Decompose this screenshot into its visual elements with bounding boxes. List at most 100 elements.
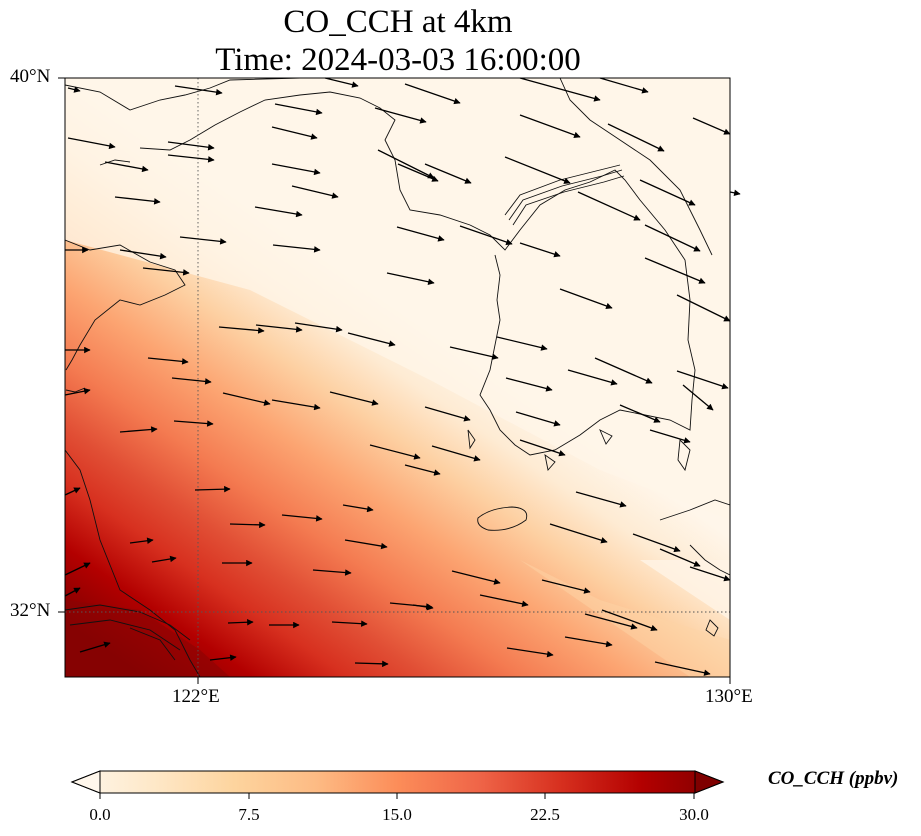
wind-arrow [549, 523, 608, 544]
colorbar-tick: 15.0 [382, 805, 412, 824]
wind-arrow [451, 570, 501, 585]
map-frame [64, 77, 731, 678]
wind-arrow [577, 191, 641, 221]
wind-arrow [227, 618, 254, 626]
map-subtitle-time: Time: 2024-03-03 16:00:00 [215, 42, 581, 78]
wind-arrow [171, 377, 212, 385]
wind-arrow [369, 444, 421, 460]
wind-arrow [519, 242, 561, 258]
wind-arrow [271, 126, 318, 140]
wind-arrow [67, 86, 81, 93]
concentration-field [65, 78, 730, 677]
wind-arrow [506, 647, 554, 658]
wind-arrow [119, 249, 167, 260]
wind-arrow [324, 77, 359, 88]
wind-arrow [347, 332, 396, 347]
axis-ticks [58, 77, 731, 684]
wind-arrow [599, 77, 649, 94]
wind-arrow [147, 357, 189, 365]
wind-arrow [254, 206, 303, 218]
wind-arrow [272, 244, 321, 253]
wind-arrow [179, 236, 227, 245]
gridlines [65, 78, 730, 677]
wind-arrow [619, 404, 661, 423]
wind-arrow [129, 537, 154, 544]
wind-arrow [496, 336, 548, 351]
wind-arrow [644, 257, 706, 284]
wind-arrow [222, 392, 271, 406]
wind-vectors [64, 77, 741, 676]
lat-tick-32n: 32°N [10, 600, 51, 621]
wind-arrow [682, 384, 714, 411]
wind-arrow [291, 185, 339, 199]
map-title: CO_CCH at 4km [283, 4, 513, 40]
wind-arrow [541, 579, 591, 594]
wind-arrow [271, 399, 321, 411]
wind-arrow [404, 83, 461, 105]
wind-arrow [689, 566, 731, 582]
wind-arrow [329, 391, 379, 406]
wind-arrow [229, 521, 266, 529]
wind-arrow [639, 179, 696, 206]
wind-arrow [559, 288, 613, 310]
wind-arrow [567, 369, 618, 386]
wind-arrow [519, 77, 601, 102]
wind-arrow [412, 603, 434, 611]
wind-arrow [584, 613, 638, 630]
wind-arrow [424, 163, 472, 184]
wind-arrow [194, 485, 231, 493]
wind-arrow [342, 504, 374, 513]
colorbar-tick: 7.5 [238, 805, 260, 824]
wind-arrow [649, 429, 691, 444]
wind-arrow [344, 539, 388, 550]
wind-arrow [644, 224, 701, 252]
wind-arrow [729, 189, 741, 197]
wind-arrow [386, 272, 435, 285]
wind-arrow [79, 641, 111, 653]
wind-arrow [519, 114, 581, 139]
colorbar-tick: 22.5 [530, 805, 560, 824]
wind-arrow [114, 196, 161, 205]
wind-arrow [396, 226, 445, 242]
wind-arrow [632, 533, 681, 553]
wind-arrow [255, 324, 303, 333]
wind-arrow [659, 548, 701, 567]
wind-arrow [676, 294, 731, 322]
wind-arrow [67, 137, 116, 150]
wind-arrow [281, 514, 323, 522]
wind-arrow [431, 445, 481, 462]
wind-arrow [142, 267, 190, 276]
wind-arrow [64, 562, 91, 576]
colorbar [70, 770, 725, 799]
wind-arrow [505, 377, 553, 392]
wind-arrow [607, 123, 665, 152]
colorbar-tick: 30.0 [679, 805, 709, 824]
colorbar-tick: 0.0 [89, 805, 111, 824]
wind-arrow [119, 426, 158, 433]
wind-arrow [374, 107, 427, 124]
wind-arrow [312, 569, 352, 576]
wind-arrow [692, 117, 731, 135]
wind-arrow [174, 85, 223, 96]
wind-arrow [564, 636, 613, 648]
wind-arrow [519, 439, 566, 457]
wind-arrow [377, 149, 435, 179]
wind-arrow [104, 161, 149, 173]
wind-arrow [676, 370, 729, 390]
wind-arrow [294, 322, 343, 333]
wind-arrow [64, 487, 81, 496]
lat-tick-40n: 40°N [10, 66, 51, 87]
wind-arrow [271, 163, 321, 176]
coastlines [65, 78, 730, 677]
wind-arrow [654, 661, 711, 676]
lon-tick-130e: 130°E [705, 686, 753, 707]
wind-arrow [354, 660, 389, 668]
wind-arrow [594, 357, 653, 384]
wind-arrow [167, 154, 215, 163]
wind-arrow [151, 555, 177, 563]
wind-arrow [479, 594, 529, 607]
wind-arrow [575, 491, 627, 508]
wind-arrow [331, 620, 368, 627]
wind-arrow [424, 406, 471, 422]
